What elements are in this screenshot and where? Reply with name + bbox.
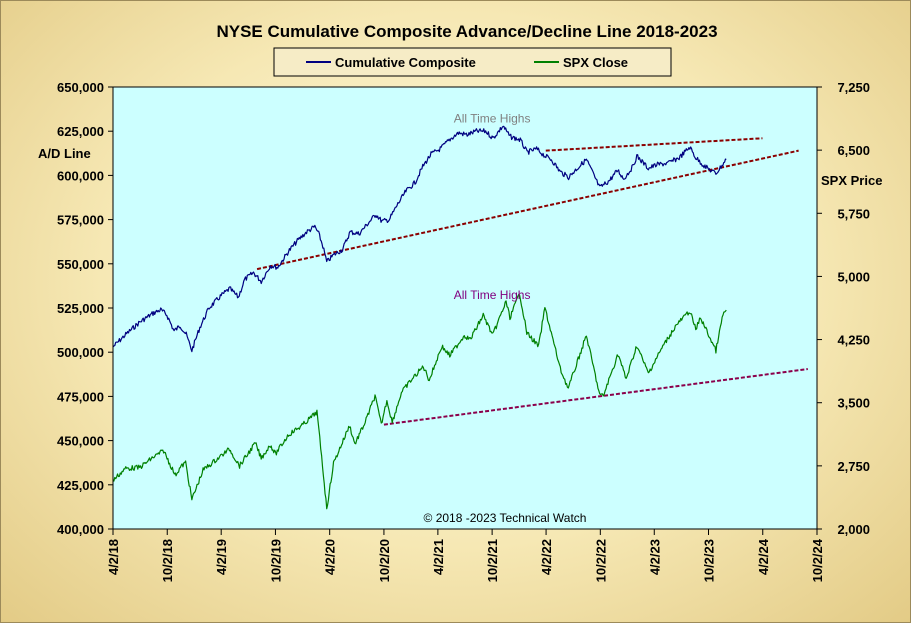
left-tick-label: 625,000 [57, 124, 104, 139]
right-tick-label: 6,500 [837, 143, 870, 158]
right-tick-label: 5,000 [837, 269, 870, 284]
left-tick-label: 650,000 [57, 80, 104, 95]
x-tick-label: 10/2/22 [593, 539, 608, 582]
left-tick-label: 475,000 [57, 389, 104, 404]
left-tick-label: 525,000 [57, 301, 104, 316]
trendline-3 [383, 368, 808, 426]
left-tick-label: 425,000 [57, 478, 104, 493]
x-tick-label: 4/2/24 [756, 538, 771, 575]
right-axis-label: SPX Price [821, 173, 882, 188]
x-tick-label: 4/2/22 [539, 539, 554, 575]
credit-text: © 2018 -2023 Technical Watch [424, 511, 587, 525]
x-tick-label: 10/2/23 [702, 539, 717, 582]
chart-marks: All Time Highs All Time Highs [112, 111, 808, 510]
left-tick-label: 550,000 [57, 257, 104, 272]
x-tick-label: 4/2/21 [431, 539, 446, 575]
right-tick-label: 4,250 [837, 333, 870, 348]
right-tick-label: 2,000 [837, 522, 870, 537]
legend: Cumulative Composite SPX Close [273, 47, 672, 77]
x-tick-label: 4/2/20 [323, 539, 338, 575]
plot-area [113, 87, 817, 529]
left-tick-label: 575,000 [57, 213, 104, 228]
right-tick-label: 3,500 [837, 396, 870, 411]
x-tick-label: 10/2/24 [810, 538, 825, 582]
trendline-2 [545, 137, 763, 152]
x-tick-label: 10/2/19 [268, 539, 283, 582]
trendline-1 [256, 149, 799, 271]
x-tick-label: 4/2/19 [214, 539, 229, 575]
legend-label-spx-close: SPX Close [563, 55, 628, 70]
x-tick-label: 10/2/18 [160, 539, 175, 582]
chart-title: NYSE Cumulative Composite Advance/Declin… [216, 22, 717, 41]
annotation-all-time-highs-1: All Time Highs [454, 111, 531, 125]
x-tick-label: 4/2/23 [647, 539, 662, 575]
legend-box [273, 47, 672, 77]
cumulative-composite-line [112, 125, 727, 353]
left-tick-label: 600,000 [57, 168, 104, 183]
right-tick-label: 7,250 [837, 80, 870, 95]
spx-close-line [112, 293, 727, 510]
left-tick-label: 450,000 [57, 434, 104, 449]
right-tick-label: 2,750 [837, 459, 870, 474]
left-axis-label: A/D Line [38, 146, 91, 161]
x-tick-label: 10/2/21 [485, 539, 500, 582]
left-tick-label: 500,000 [57, 345, 104, 360]
legend-label-cumulative-composite: Cumulative Composite [335, 55, 476, 70]
left-tick-label: 400,000 [57, 522, 104, 537]
x-tick-label: 4/2/18 [106, 539, 121, 575]
annotation-all-time-highs-2: All Time Highs [454, 288, 531, 302]
x-tick-label: 10/2/20 [377, 539, 392, 582]
right-tick-label: 5,750 [837, 206, 870, 221]
